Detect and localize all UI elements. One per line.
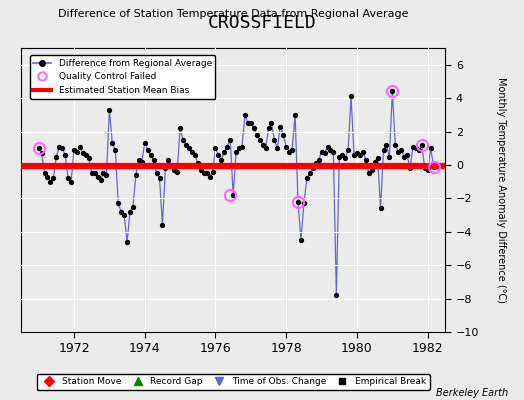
Text: Berkeley Earth: Berkeley Earth — [436, 388, 508, 398]
Title: Difference of Station Temperature Data from Regional Average: Difference of Station Temperature Data f… — [58, 10, 408, 20]
Y-axis label: Monthly Temperature Anomaly Difference (°C): Monthly Temperature Anomaly Difference (… — [496, 77, 506, 303]
Text: CROSSFIELD: CROSSFIELD — [208, 14, 316, 32]
Legend: Station Move, Record Gap, Time of Obs. Change, Empirical Break: Station Move, Record Gap, Time of Obs. C… — [37, 374, 430, 390]
